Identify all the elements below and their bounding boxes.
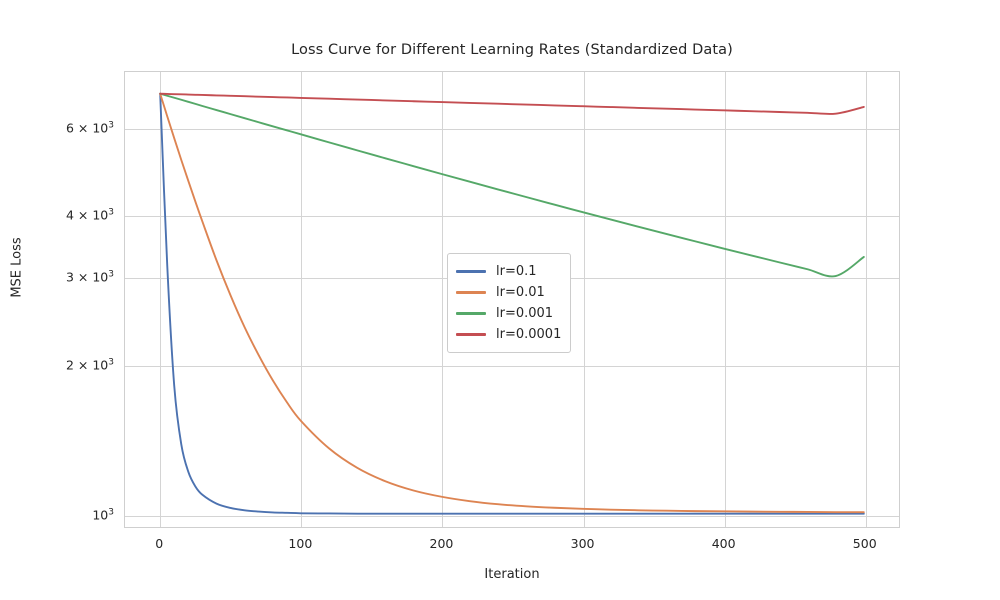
gridline-vertical (865, 72, 867, 527)
legend-item[interactable]: lr=0.0001 (456, 324, 561, 345)
legend[interactable]: lr=0.1 lr=0.01 lr=0.001 lr=0.0001 (447, 253, 572, 353)
gridline-horizontal (125, 515, 899, 517)
legend-color-swatch (456, 333, 486, 336)
gridline-vertical (724, 72, 726, 527)
x-tick-label: 400 (711, 536, 736, 551)
x-axis-label: Iteration (484, 567, 540, 582)
gridline-horizontal (125, 128, 899, 130)
gridline-horizontal (125, 365, 899, 367)
y-tick-label: 6 × 103 (65, 120, 114, 136)
series-line-lr-0-0001 (159, 92, 865, 115)
plot-area (124, 71, 900, 528)
chart-title: Loss Curve for Different Learning Rates … (291, 42, 733, 58)
legend-item[interactable]: lr=0.01 (456, 282, 561, 303)
x-tick-label: 500 (852, 536, 877, 551)
legend-color-swatch (456, 312, 486, 315)
gridline-vertical (583, 72, 585, 527)
x-axis-tick-labels: 0 100 200 300 400 500 (124, 536, 900, 556)
legend-label: lr=0.1 (496, 264, 537, 279)
y-axis-tick-labels: 103 2 × 103 3 × 103 4 × 103 6 × 103 (0, 71, 114, 528)
legend-item[interactable]: lr=0.001 (456, 303, 561, 324)
legend-color-swatch (456, 270, 486, 273)
series-lines (159, 92, 865, 515)
y-tick-label: 103 (92, 506, 114, 523)
y-tick-label: 4 × 103 (65, 207, 114, 223)
y-tick-label: 3 × 103 (65, 269, 114, 285)
legend-color-swatch (456, 291, 486, 294)
gridline-horizontal (125, 216, 899, 218)
gridline-vertical (442, 72, 444, 527)
legend-label: lr=0.0001 (496, 327, 562, 342)
series-line-lr-0-1 (159, 92, 865, 515)
gridline-vertical (160, 72, 162, 527)
gridline-vertical (301, 72, 303, 527)
legend-item[interactable]: lr=0.1 (456, 261, 561, 282)
legend-label: lr=0.01 (496, 285, 545, 300)
y-tick-label: 2 × 103 (65, 357, 114, 373)
x-tick-label: 100 (288, 536, 313, 551)
x-tick-label: 0 (155, 536, 164, 551)
x-tick-label: 200 (429, 536, 454, 551)
legend-label: lr=0.001 (496, 306, 554, 321)
x-tick-label: 300 (570, 536, 595, 551)
series-line-lr-0-01 (159, 92, 865, 514)
series-line-lr-0-001 (159, 92, 865, 278)
